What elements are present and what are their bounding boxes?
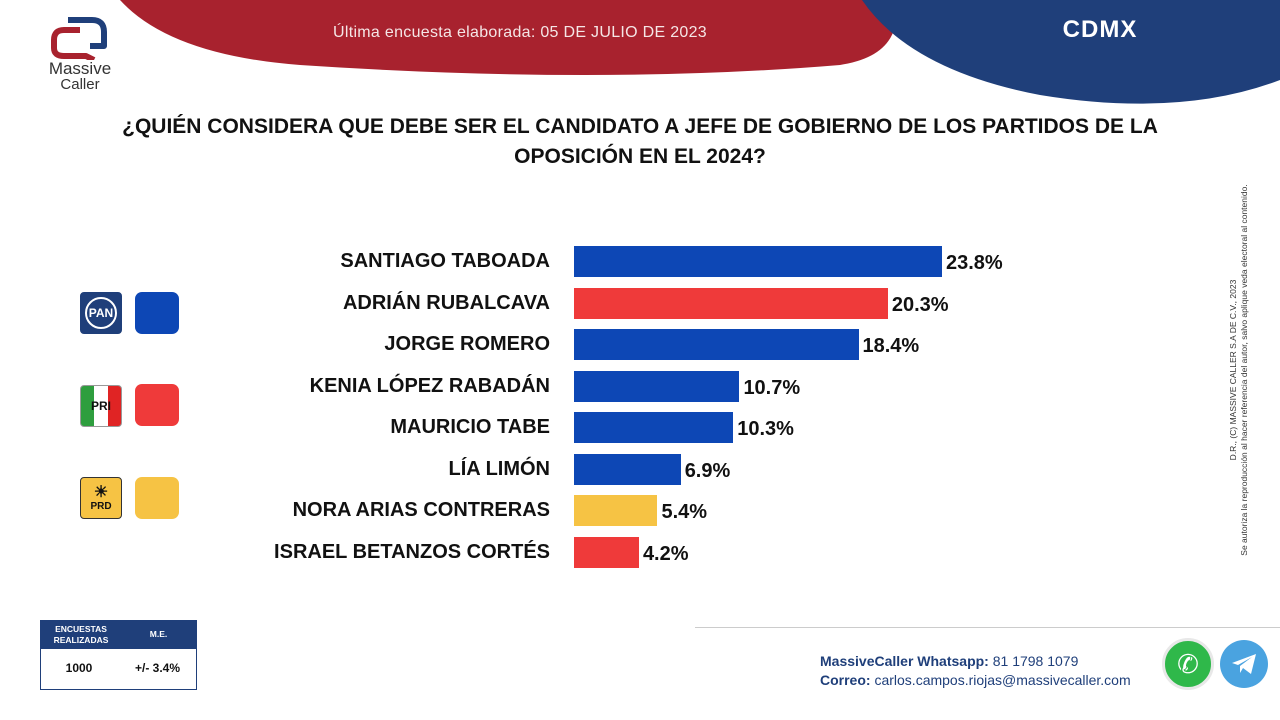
bar-value-label: 5.4% <box>661 501 708 523</box>
massive-caller-logo: Massive Caller <box>40 16 120 96</box>
header-navy-band <box>862 0 1280 104</box>
bar <box>574 536 639 568</box>
stats-header-surveys: ENCUESTAS REALIZADAS <box>41 624 121 646</box>
bar-value-label: 20.3% <box>891 293 949 316</box>
bar-label: LÍA LIMÓN <box>448 457 550 480</box>
bar-value-label: 10.3% <box>737 418 794 440</box>
email-contact: Correo: carlos.campos.riojas@massivecall… <box>820 670 1160 690</box>
bar-label: MAURICIO TABE <box>390 416 550 438</box>
bar <box>574 453 681 485</box>
bar-label: ISRAEL BETANZOS CORTÉS <box>274 540 550 563</box>
bar-value-label: 18.4% <box>862 335 920 357</box>
sun-icon: ☀ <box>93 483 109 501</box>
header-red-band <box>120 0 897 75</box>
title-line-1: ¿QUIÉN CONSIDERA QUE DEBE SER EL CANDIDA… <box>122 115 1158 138</box>
bar-value-label: 4.2% <box>642 542 689 565</box>
bar-value-label: 23.8% <box>946 252 1003 274</box>
copyright-note: D.R., (C) MASSIVE CALLER S.A DE C.V., 20… <box>1228 145 1258 595</box>
bar <box>574 370 740 402</box>
whatsapp-contact: MassiveCaller Whatsapp: 81 1798 1079 <box>820 651 1160 671</box>
region-label: CDMX <box>1062 16 1138 43</box>
email-label: Correo: <box>820 672 871 688</box>
bar <box>574 287 888 319</box>
stats-header-margin: M.E. <box>149 629 168 639</box>
logo-subname: Caller <box>60 76 100 93</box>
bar-label: ADRIÁN RUBALCAVA <box>342 291 550 314</box>
prd-color-swatch <box>135 477 179 519</box>
copyright-line-2: Se autoriza la reproducción al hacer ref… <box>1239 184 1249 556</box>
logo-mark-icon <box>51 17 107 60</box>
stats-header-surveys-line2: REALIZADAS <box>53 635 109 645</box>
bar-value-label: 10.7% <box>743 376 801 399</box>
bar-label: NORA ARIAS CONTRERAS <box>292 499 550 521</box>
stats-header-surveys-line1: ENCUESTAS <box>55 624 107 634</box>
prd-logo-icon: ☀ PRD <box>80 477 122 519</box>
pri-color-swatch <box>135 384 179 426</box>
prd-logo-text: PRD <box>90 500 112 512</box>
survey-date: Última encuesta elaborada: 05 DE JULIO D… <box>333 24 707 41</box>
stats-row: 1000 +/- 3.4% <box>41 649 196 689</box>
pan-logo-icon: PAN <box>80 292 122 334</box>
copyright-line-1: D.R., (C) MASSIVE CALLER S.A DE C.V., 20… <box>1228 279 1238 461</box>
stats-surveys-value: 1000 <box>65 661 93 675</box>
bar <box>574 495 658 526</box>
chart-title: ¿QUIÉN CONSIDERA QUE DEBE SER EL CANDIDA… <box>70 112 1210 172</box>
bar-label: KENIA LÓPEZ RABADÁN <box>309 374 550 397</box>
pri-logo-text: PRI <box>90 399 111 413</box>
stats-header: ENCUESTAS REALIZADAS M.E. <box>41 621 196 649</box>
bar <box>574 246 942 277</box>
stats-margin-value: +/- 3.4% <box>134 661 181 675</box>
pri-logo-icon: PRI <box>80 385 122 427</box>
whatsapp-label: MassiveCaller Whatsapp: <box>820 653 989 669</box>
pan-color-swatch <box>135 292 179 334</box>
whatsapp-number[interactable]: 81 1798 1079 <box>992 653 1079 669</box>
title-line-2: OPOSICIÓN EN EL 2024? <box>514 145 766 168</box>
bar-label: SANTIAGO TABOADA <box>340 250 550 272</box>
paper-plane-icon <box>1232 654 1256 674</box>
whatsapp-icon[interactable]: ✆ <box>1162 638 1214 690</box>
bar <box>574 412 734 443</box>
telegram-icon[interactable] <box>1220 640 1268 688</box>
bar <box>574 329 859 360</box>
email-address[interactable]: carlos.campos.riojas@massivecaller.com <box>874 672 1131 688</box>
survey-stats-table: ENCUESTAS REALIZADAS M.E. 1000 +/- 3.4% <box>40 620 197 690</box>
pan-logo-text: PAN <box>85 297 117 329</box>
bar-label: JORGE ROMERO <box>384 333 550 355</box>
footer-divider <box>695 627 1280 628</box>
bar-value-label: 6.9% <box>684 459 731 482</box>
logo-name: Massive <box>48 59 112 78</box>
